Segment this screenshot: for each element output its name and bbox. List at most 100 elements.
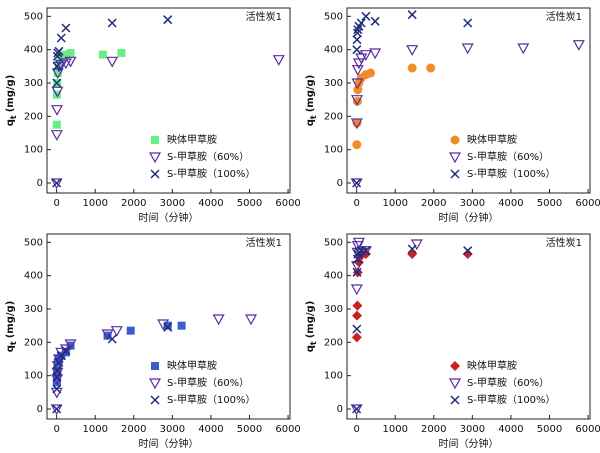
- x-tick-label: 0: [353, 198, 359, 209]
- y-label-unit: (mg/g): [5, 75, 16, 113]
- marker: [366, 68, 376, 78]
- y-tick-label: 300: [24, 78, 43, 89]
- y-tick-label: 300: [24, 304, 43, 315]
- y-tick-label: 100: [24, 371, 43, 382]
- marker: [61, 23, 71, 33]
- marker: [352, 324, 362, 334]
- marker: [426, 63, 436, 73]
- x-tick-label: 5000: [237, 424, 262, 435]
- y-axis-label: qt (mg/g): [305, 75, 318, 127]
- marker: [50, 130, 63, 141]
- marker: [52, 51, 62, 61]
- y-axis-label: qt (mg/g): [305, 301, 318, 353]
- x-axis-label: 时间（分钟）: [439, 211, 499, 224]
- y-tick-label: 300: [324, 304, 343, 315]
- marker: [163, 322, 173, 332]
- marker: [107, 18, 117, 28]
- x-tick-label: 6000: [575, 424, 600, 435]
- marker: [359, 246, 372, 257]
- marker: [50, 178, 63, 190]
- legend-label: 映体甲草胺: [167, 133, 217, 146]
- marker: [56, 33, 66, 43]
- y-label-sub: t: [9, 115, 18, 119]
- x-tick-label: 1000: [82, 198, 107, 209]
- marker: [52, 378, 61, 387]
- y-tick-label: 400: [324, 271, 343, 282]
- marker: [272, 55, 285, 66]
- legend-marker: [450, 169, 460, 179]
- legend-marker: [450, 395, 460, 405]
- marker: [52, 178, 62, 188]
- marker: [407, 10, 417, 20]
- x-tick-label: 2000: [121, 198, 146, 209]
- x-tick-label: 3000: [460, 424, 485, 435]
- marker: [64, 339, 77, 351]
- y-tick-label: 500: [324, 11, 343, 22]
- y-tick-label: 0: [37, 178, 43, 189]
- legend-marker: [151, 136, 159, 144]
- x-tick-label: 5000: [537, 424, 562, 435]
- marker: [59, 344, 72, 356]
- y-tick-label: 200: [324, 337, 343, 348]
- marker: [103, 331, 112, 340]
- y-tick-label: 200: [24, 337, 43, 348]
- legend-marker: [148, 378, 162, 390]
- legend-marker: [450, 135, 460, 145]
- marker: [370, 16, 380, 26]
- legend-label: S-甲草胺（100%）: [167, 167, 256, 180]
- marker: [350, 178, 363, 190]
- panel: 0 1000 2000 3000 4000 5000 6000 0 100 200 300 400 50…: [305, 233, 600, 450]
- marker: [52, 61, 62, 71]
- legend-marker: [448, 378, 462, 390]
- marker: [359, 50, 372, 61]
- y-tick-label: 200: [324, 111, 343, 122]
- legend-label: S-甲草胺（100%）: [467, 167, 556, 180]
- plot-frame: [346, 7, 591, 194]
- y-label-main: q: [5, 119, 16, 126]
- x-axis-label: 时间（分钟）: [139, 211, 199, 224]
- y-tick-label: 100: [24, 145, 43, 156]
- legend-marker: [150, 169, 160, 179]
- plot-frame: [46, 7, 291, 194]
- panel: 0 1000 2000 3000 4000 5000 6000 0 100 200 300 400 50…: [5, 7, 301, 224]
- marker: [61, 50, 70, 59]
- marker: [54, 46, 64, 56]
- x-tick-label: 6000: [575, 198, 600, 209]
- x-tick-label: 3000: [160, 198, 185, 209]
- y-label-main: q: [305, 119, 316, 126]
- marker: [54, 357, 64, 367]
- x-tick-label: 5000: [237, 198, 262, 209]
- legend-marker: [450, 361, 460, 371]
- x-tick-label: 6000: [275, 424, 300, 435]
- panel: 0 1000 2000 3000 4000 5000 6000 0 100 200 300 400 50…: [305, 7, 600, 224]
- marker: [517, 43, 530, 55]
- marker: [462, 249, 473, 259]
- marker: [163, 321, 172, 330]
- legend-label: 映体甲草胺: [467, 359, 517, 372]
- marker: [353, 85, 363, 95]
- marker: [110, 326, 123, 337]
- x-tick-label: 0: [353, 424, 359, 435]
- legend-marker: [148, 152, 162, 164]
- x-tick-label: 0: [53, 198, 59, 209]
- x-tick-label: 1000: [382, 198, 407, 209]
- legend-label: 映体甲草胺: [467, 133, 517, 146]
- marker: [407, 249, 418, 259]
- marker: [352, 45, 362, 55]
- legend-label: S-甲草胺（60%）: [467, 150, 549, 163]
- marker: [52, 384, 62, 394]
- marker: [350, 404, 363, 416]
- y-tick-label: 0: [337, 404, 343, 415]
- y-label-unit: (mg/g): [5, 301, 16, 339]
- marker: [212, 314, 225, 326]
- marker: [369, 48, 382, 60]
- legend-label: S-甲草胺（100%）: [167, 393, 256, 406]
- plot-frame: [46, 233, 291, 420]
- legend-marker: [150, 395, 160, 405]
- marker: [52, 78, 62, 88]
- marker: [107, 334, 117, 344]
- marker: [64, 56, 77, 68]
- marker: [61, 346, 71, 356]
- y-tick-label: 400: [324, 45, 343, 56]
- marker: [66, 49, 75, 57]
